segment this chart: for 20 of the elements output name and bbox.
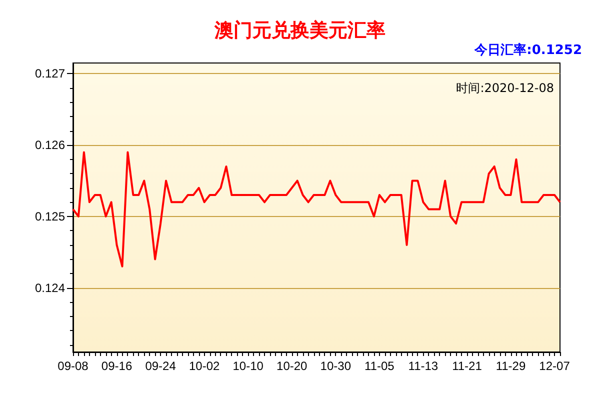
x-tick-label: 09-24 (145, 359, 176, 373)
annotation: 时间:2020-12-08 (456, 81, 554, 95)
x-tick-label: 10-30 (320, 359, 352, 373)
x-tick-label: 11-05 (364, 359, 395, 373)
y-tick-label: 0.126 (34, 138, 66, 152)
y-tick-label: 0.125 (34, 209, 66, 224)
line-series (72, 151, 561, 268)
x-tick-label: 09-16 (101, 359, 132, 373)
x-tick-label: 11-21 (452, 359, 482, 373)
y-tick-label: 0.127 (34, 66, 66, 81)
x-tick-label: 10-02 (188, 359, 220, 373)
x-tick-label: 12-07 (539, 359, 570, 373)
x-tick-label: 10-10 (232, 359, 264, 373)
x-tick-label: 09-08 (58, 359, 89, 373)
x-tick-label: 11-29 (496, 359, 526, 373)
chart-title: 澳门元兑换美元汇率 (214, 20, 386, 42)
x-tick-label: 11-13 (408, 359, 438, 373)
y-tick-label: 0.124 (34, 280, 66, 295)
text: 今日汇率:0.1252 (474, 42, 582, 58)
x-tick-label: 10-20 (276, 359, 308, 373)
